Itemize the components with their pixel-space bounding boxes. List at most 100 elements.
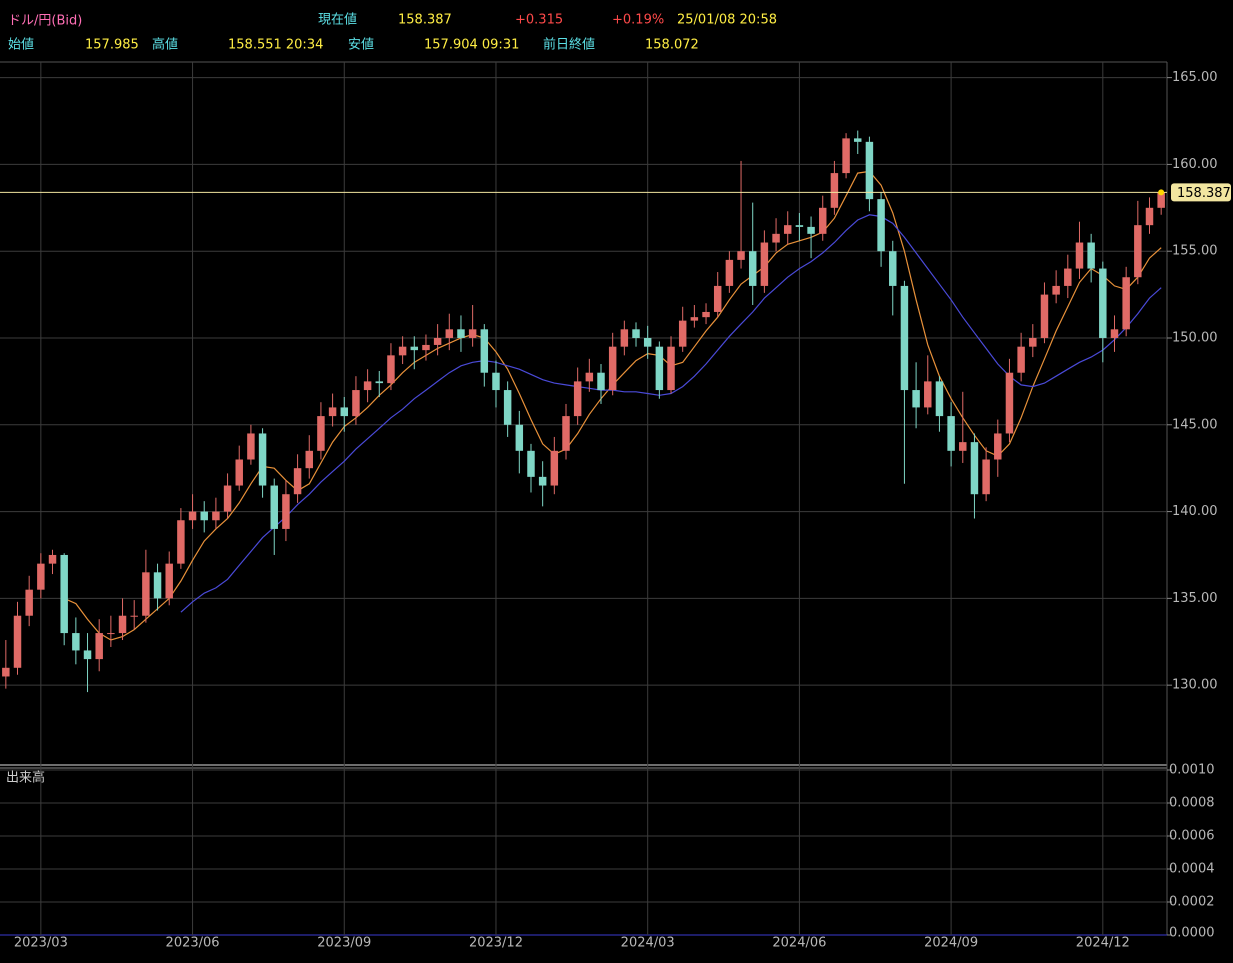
candle-body bbox=[912, 390, 920, 408]
moving-average-line bbox=[180, 214, 1162, 613]
y-tick-label: 0.0008 bbox=[1169, 796, 1215, 811]
candle-body bbox=[60, 554, 68, 634]
candle-body bbox=[468, 329, 477, 338]
candle-body bbox=[445, 329, 454, 338]
candle-body bbox=[340, 407, 348, 417]
candle-body bbox=[142, 572, 150, 616]
last-price-marker bbox=[1158, 189, 1165, 196]
candle-body bbox=[783, 225, 792, 234]
candle-body bbox=[223, 485, 232, 512]
candle-body bbox=[188, 511, 197, 521]
candle-body bbox=[830, 173, 839, 208]
candle-body bbox=[655, 346, 664, 391]
candle-body bbox=[959, 442, 967, 451]
x-tick-label: 2023/03 bbox=[14, 936, 68, 951]
candle-body bbox=[632, 329, 640, 338]
candle-body bbox=[1029, 337, 1037, 347]
candle-body bbox=[713, 285, 722, 312]
candle-body bbox=[1110, 329, 1119, 338]
candle-body bbox=[877, 199, 885, 252]
candle-body bbox=[1075, 242, 1084, 269]
low-value: 157.904 09:31 bbox=[424, 38, 519, 53]
candle-body bbox=[725, 259, 734, 286]
y-tick-label: 140.00 bbox=[1172, 504, 1218, 519]
candle-body bbox=[48, 554, 57, 564]
candle-body bbox=[1099, 268, 1107, 338]
x-tick-label: 2024/09 bbox=[924, 936, 978, 951]
timestamp: 25/01/08 20:58 bbox=[677, 13, 777, 28]
candle-body bbox=[900, 285, 909, 391]
candle-body bbox=[492, 372, 500, 391]
last-price-box bbox=[1171, 183, 1231, 202]
candle-body bbox=[854, 138, 862, 142]
candle-body bbox=[573, 381, 582, 417]
candle-body bbox=[200, 511, 208, 521]
candle-body bbox=[1122, 277, 1130, 330]
candle-body bbox=[807, 226, 815, 234]
y-tick-label: 0.0004 bbox=[1169, 862, 1215, 877]
symbol: ドル/円(Bid) bbox=[8, 14, 82, 29]
current-value: 158.387 bbox=[398, 13, 452, 28]
candle-body bbox=[212, 511, 220, 521]
candle-body bbox=[1052, 285, 1060, 295]
candle-body bbox=[1134, 225, 1142, 278]
candle-body bbox=[410, 346, 419, 351]
candle-body bbox=[538, 476, 547, 486]
candle-body bbox=[293, 468, 302, 495]
x-tick-label: 2024/03 bbox=[621, 936, 675, 951]
candle-body bbox=[1157, 192, 1165, 208]
x-tick-label: 2024/06 bbox=[772, 936, 826, 951]
candle-body bbox=[550, 450, 559, 486]
open-value: 157.985 bbox=[85, 38, 139, 53]
y-tick-label: 150.00 bbox=[1172, 330, 1218, 345]
candle-body bbox=[842, 138, 850, 174]
candle-body bbox=[480, 329, 489, 373]
candle-body bbox=[305, 450, 313, 469]
y-tick-label: 155.00 bbox=[1172, 244, 1218, 259]
candle-body bbox=[947, 416, 955, 451]
candle-body bbox=[95, 633, 103, 660]
candle-body bbox=[503, 390, 512, 425]
candle-body bbox=[130, 615, 138, 617]
x-tick-label: 2023/12 bbox=[469, 936, 523, 951]
candle-body bbox=[328, 407, 337, 417]
candle-body bbox=[982, 459, 990, 495]
x-tick-label: 2023/09 bbox=[317, 936, 371, 951]
candle-body bbox=[153, 572, 162, 599]
high-value: 158.551 20:34 bbox=[228, 38, 323, 53]
last-price-label: 158.387 bbox=[1177, 186, 1231, 201]
candle-body bbox=[247, 433, 255, 460]
y-tick-label: 165.00 bbox=[1172, 70, 1218, 85]
candle-body bbox=[608, 346, 617, 391]
candle-body bbox=[83, 650, 92, 660]
x-tick-label: 2023/06 bbox=[166, 936, 220, 951]
candle-body bbox=[1005, 372, 1014, 434]
candle-body bbox=[457, 329, 465, 338]
candle-body bbox=[865, 141, 874, 200]
candle-body bbox=[2, 667, 10, 677]
candle-body bbox=[282, 494, 290, 529]
low-label: 安値 bbox=[348, 37, 374, 53]
candle-body bbox=[258, 433, 267, 486]
candle-body bbox=[515, 424, 524, 451]
candle-body bbox=[118, 615, 127, 634]
candle-body bbox=[13, 615, 22, 668]
candle-body bbox=[422, 344, 430, 351]
change-pct: +0.19% bbox=[612, 13, 664, 28]
candle-body bbox=[527, 450, 535, 477]
high-label: 高値 bbox=[152, 37, 178, 53]
y-tick-label: 0.0000 bbox=[1169, 926, 1215, 941]
candle-body bbox=[317, 416, 325, 451]
candle-body bbox=[235, 459, 243, 486]
current-label: 現在値 bbox=[318, 12, 357, 28]
candle-body bbox=[889, 251, 897, 286]
candle-body bbox=[819, 207, 827, 234]
candle-body bbox=[107, 633, 115, 635]
y-tick-label: 0.0006 bbox=[1169, 829, 1215, 844]
moving-average-line bbox=[63, 170, 1162, 641]
candle-body bbox=[1064, 268, 1072, 286]
candle-body bbox=[620, 329, 629, 347]
candle-body bbox=[1087, 242, 1095, 269]
